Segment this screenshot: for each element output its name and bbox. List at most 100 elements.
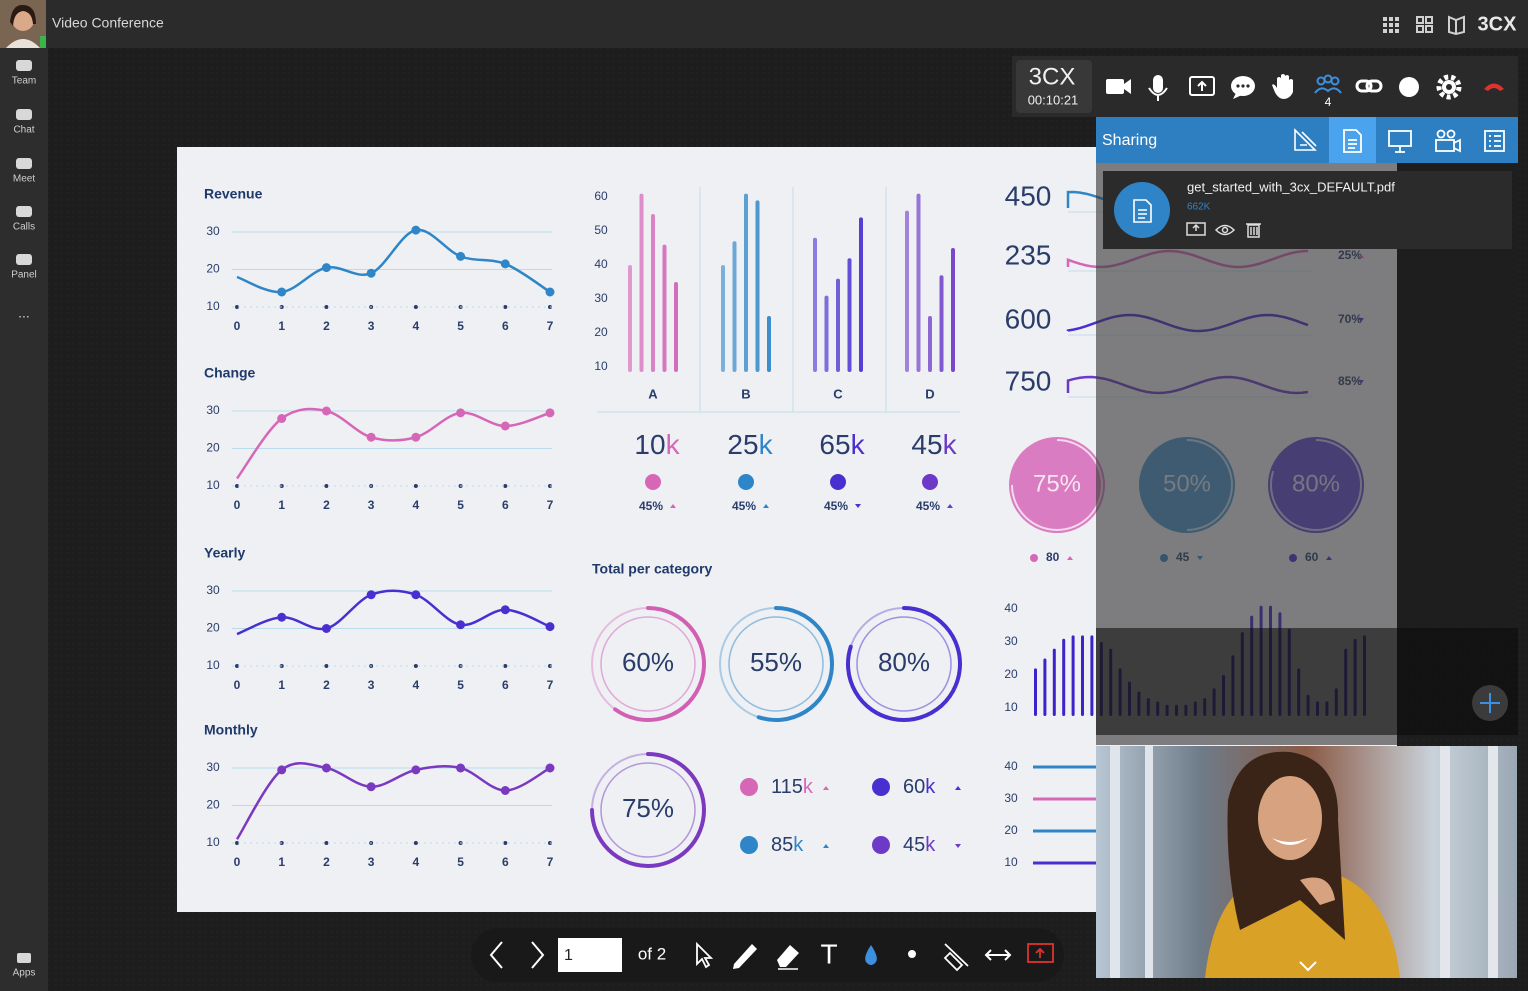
camera-button-part[interactable] (1124, 79, 1131, 94)
settings-button-part[interactable] (1446, 84, 1452, 90)
avatar-part[interactable] (6, 39, 40, 48)
raise-hand-button[interactable] (1272, 74, 1293, 99)
stop-sharing-button-part[interactable] (1035, 947, 1045, 958)
chat-button[interactable] (1231, 76, 1255, 99)
mic-button-part[interactable] (1148, 87, 1168, 101)
document-tab-part[interactable] (1343, 129, 1362, 153)
participants-button-part[interactable] (1314, 87, 1342, 94)
sidebar-label[interactable]: Panel (11, 270, 37, 281)
clear-tool[interactable] (943, 943, 969, 972)
chat-button-part[interactable] (1241, 84, 1245, 88)
file-delete-button-part[interactable] (1246, 223, 1261, 235)
pointer-tool[interactable] (696, 941, 714, 969)
file-view-button[interactable] (1214, 224, 1236, 236)
qr-icon-part[interactable] (1425, 25, 1433, 33)
video-tab-part[interactable] (1446, 129, 1456, 139)
qr-icon-part[interactable] (1425, 16, 1433, 24)
file-view-button-part[interactable] (1214, 224, 1236, 236)
avatar-part[interactable] (10, 4, 36, 26)
avatar[interactable] (0, 0, 46, 48)
chat-button-part[interactable] (1246, 84, 1250, 88)
list-tab-part[interactable] (1484, 130, 1505, 152)
file-share-button-part[interactable] (1186, 222, 1206, 236)
share-screen-button[interactable] (1189, 76, 1215, 96)
chat-button-part[interactable] (1236, 84, 1240, 88)
mic-button[interactable] (1148, 75, 1168, 101)
invite-link-button-part[interactable] (1355, 79, 1373, 93)
file-item[interactable] (1103, 171, 1512, 249)
stop-sharing-button-part[interactable] (1027, 943, 1054, 963)
sidebar-label[interactable]: Calls (13, 222, 35, 233)
whiteboard-tab-part[interactable] (1301, 131, 1317, 147)
stop-sharing-button[interactable] (1027, 943, 1054, 963)
video-tab-part[interactable] (1436, 129, 1446, 139)
apps-grid-icon-part[interactable] (1389, 29, 1393, 33)
book-icon[interactable] (1448, 15, 1465, 36)
whiteboard-tab[interactable] (1294, 128, 1317, 151)
record-button[interactable] (1399, 77, 1419, 97)
settings-button-part[interactable] (1436, 74, 1462, 100)
apps-grid-icon-part[interactable] (1389, 23, 1393, 27)
qr-icon-part[interactable] (1416, 25, 1424, 33)
page-number[interactable]: 1 (564, 947, 573, 964)
video-tab-part[interactable] (1435, 139, 1455, 152)
apps-grid-icon-part[interactable] (1395, 17, 1399, 21)
eraser-tool[interactable] (777, 945, 799, 970)
sidebar-label[interactable]: Team (12, 76, 36, 87)
clear-tool-part[interactable] (943, 943, 969, 972)
page-input[interactable] (558, 938, 622, 972)
previous-page-button[interactable] (489, 941, 503, 969)
fit-width-tool[interactable] (984, 949, 1012, 961)
apps-grid-icon-part[interactable] (1395, 29, 1399, 33)
next-page-button[interactable] (531, 941, 545, 969)
apps-grid-icon-part[interactable] (1389, 17, 1393, 21)
avatar-part[interactable] (12, 9, 34, 31)
settings-button[interactable] (1436, 74, 1462, 100)
video-tab[interactable] (1435, 129, 1461, 153)
add-button[interactable] (1472, 685, 1508, 721)
apps-grid-icon-part[interactable] (1383, 17, 1387, 21)
qr-icon[interactable] (1416, 16, 1433, 33)
avatar-part[interactable] (40, 36, 46, 48)
eraser-tool-part[interactable] (777, 945, 799, 967)
screen-tab[interactable] (1388, 130, 1412, 153)
camera-button-part[interactable] (1106, 79, 1124, 94)
pen-tool-part[interactable] (733, 944, 757, 969)
file-delete-button[interactable] (1246, 223, 1261, 238)
sidebar-label[interactable]: Chat (13, 125, 34, 136)
list-tab-part[interactable] (1489, 135, 1501, 147)
book-icon-part[interactable] (1448, 15, 1465, 36)
apps-grid-icon-part[interactable] (1395, 23, 1399, 27)
apps-grid-icon-part[interactable] (1383, 29, 1387, 33)
list-tab[interactable] (1484, 130, 1505, 152)
participants-button-part[interactable] (1330, 76, 1340, 86)
pen-tool[interactable] (733, 944, 757, 969)
file-share-button-part[interactable] (1192, 223, 1200, 231)
invite-link-button[interactable] (1355, 79, 1383, 93)
apps-grid-icon-part[interactable] (1383, 23, 1387, 27)
apps-grid-icon[interactable] (1383, 17, 1399, 33)
add-button-part[interactable] (1480, 693, 1500, 713)
sidebar-label[interactable]: Meet (13, 174, 35, 185)
share-screen-button-part[interactable] (1189, 76, 1215, 96)
file-delete-button-part[interactable] (1247, 224, 1260, 238)
whiteboard-tab-part[interactable] (1294, 128, 1317, 151)
color-tool[interactable] (865, 945, 877, 965)
mic-button-part[interactable] (1153, 75, 1163, 93)
file-share-button[interactable] (1186, 222, 1206, 236)
pointer-tool-part[interactable] (696, 941, 714, 969)
screen-tab-part[interactable] (1395, 146, 1405, 153)
text-tool[interactable]: T (820, 938, 837, 969)
invite-link-button-part[interactable] (1365, 79, 1383, 93)
chat-button-part[interactable] (1233, 93, 1242, 99)
raise-hand-button-part[interactable] (1272, 74, 1293, 99)
size-tool[interactable] (908, 950, 916, 958)
video-tab-part[interactable] (1453, 138, 1461, 153)
camera-button[interactable] (1106, 79, 1131, 94)
share-screen-button-part[interactable] (1197, 80, 1207, 91)
participants-button[interactable] (1314, 74, 1342, 94)
qr-icon-part[interactable] (1416, 16, 1424, 24)
document-tab[interactable] (1343, 129, 1362, 153)
hangup-button[interactable] (1484, 83, 1504, 92)
file-view-button-part[interactable] (1221, 226, 1229, 234)
